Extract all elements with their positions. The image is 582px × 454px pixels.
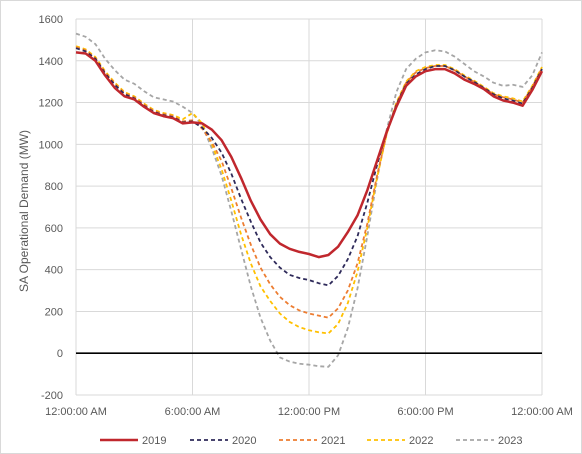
series-line-2019	[75, 51, 544, 259]
y-tick-label: 1400	[39, 56, 63, 68]
y-tick-label: 600	[45, 223, 63, 235]
y-tick-label: 200	[45, 306, 63, 318]
legend-item-2019: 2019	[100, 435, 166, 447]
y-axis-title: SA Operational Demand (MW)	[17, 130, 31, 292]
x-tick-labels: 12:00:00 AM 6:00:00 AM 12:00:00 PM 6:00:00 …	[45, 406, 573, 418]
gridlines	[75, 18, 543, 396]
legend-item-2020: 2020	[190, 435, 256, 447]
y-tick-label: 1000	[39, 139, 63, 151]
legend-label: 2020	[232, 435, 256, 447]
legend-label: 2021	[321, 435, 345, 447]
y-tick-label: 1200	[39, 98, 63, 110]
x-tick-label: 12:00:00 AM	[511, 406, 573, 418]
y-tick-label: -200	[41, 390, 63, 402]
y-tick-label: 0	[57, 348, 63, 360]
x-tick-label: 12:00:00 AM	[45, 406, 107, 418]
y-tick-label: 400	[45, 265, 63, 277]
x-tick-label: 6:00:00 AM	[165, 406, 221, 418]
y-tick-labels: -200 0 200 400 600 800 1000 1200 1400 1600	[39, 14, 63, 402]
y-tick-label: 1600	[39, 14, 63, 26]
legend-item-2023: 2023	[456, 435, 522, 447]
series-line-2020	[75, 47, 543, 287]
x-tick-label: 12:00:00 PM	[278, 406, 340, 418]
legend-item-2021: 2021	[279, 435, 345, 447]
legend-item-2022: 2022	[367, 435, 433, 447]
series-line-2023	[75, 32, 543, 368]
y-tick-label: 800	[45, 181, 63, 193]
legend-label: 2023	[498, 435, 522, 447]
legend-label: 2022	[409, 435, 433, 447]
x-tick-label: 6:00:00 PM	[397, 406, 453, 418]
legend: 2019 2020 2021 2022 2023	[100, 435, 522, 447]
legend-label: 2019	[142, 435, 166, 447]
series-lines	[75, 32, 544, 368]
